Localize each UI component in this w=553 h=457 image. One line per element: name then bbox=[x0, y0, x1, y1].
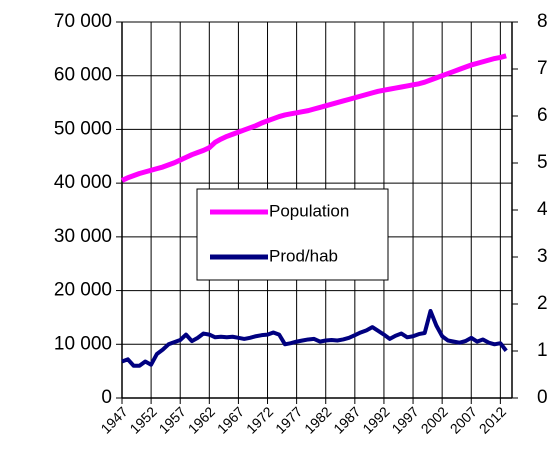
y2-tick-label: 4 bbox=[537, 199, 548, 220]
legend-label: Population bbox=[269, 201, 349, 220]
x-tick-label: 1997 bbox=[388, 403, 421, 436]
series-line bbox=[120, 53, 507, 183]
y-tick-label: 10 000 bbox=[54, 333, 112, 354]
x-tick-label: 1957 bbox=[156, 403, 189, 436]
y2-tick-label: 2 bbox=[537, 293, 548, 314]
legend-box bbox=[196, 188, 389, 281]
y2-tick-label: 3 bbox=[537, 246, 548, 267]
legend: Population Prod/hab bbox=[196, 188, 389, 281]
y2-tick-label: 7 bbox=[537, 58, 548, 79]
x-tick-label: 2007 bbox=[447, 403, 480, 436]
x-tick-label: 1992 bbox=[359, 403, 392, 436]
y-tick-label: 70 000 bbox=[54, 11, 112, 32]
y2-tick-label: 0 bbox=[537, 387, 548, 408]
y2-tick-label: 5 bbox=[537, 152, 548, 173]
y2-tick-label: 1 bbox=[537, 340, 548, 361]
x-tick-label: 2002 bbox=[418, 403, 451, 436]
y-tick-label: 0 bbox=[101, 387, 112, 408]
y2-tick-label: 8 bbox=[537, 11, 548, 32]
legend-label: Prod/hab bbox=[269, 246, 338, 265]
x-tick-label: 1947 bbox=[97, 403, 130, 436]
x-tick-label: 1982 bbox=[301, 403, 334, 436]
y-tick-label: 20 000 bbox=[54, 280, 112, 301]
y-tick-label: 40 000 bbox=[54, 172, 112, 193]
x-tick-label: 1962 bbox=[185, 403, 218, 436]
y2-tick-label: 6 bbox=[537, 105, 548, 126]
x-tick-label: 1967 bbox=[214, 403, 247, 436]
x-tick-label: 2012 bbox=[476, 403, 509, 436]
y-tick-label: 60 000 bbox=[54, 65, 112, 86]
y-tick-label: 30 000 bbox=[54, 226, 112, 247]
x-tick-label: 1972 bbox=[243, 403, 276, 436]
x-tick-label: 1987 bbox=[330, 403, 363, 436]
y-tick-label: 50 000 bbox=[54, 118, 112, 139]
x-tick-label: 1977 bbox=[272, 403, 305, 436]
series-line bbox=[121, 308, 508, 368]
x-tick-label: 1952 bbox=[126, 403, 159, 436]
